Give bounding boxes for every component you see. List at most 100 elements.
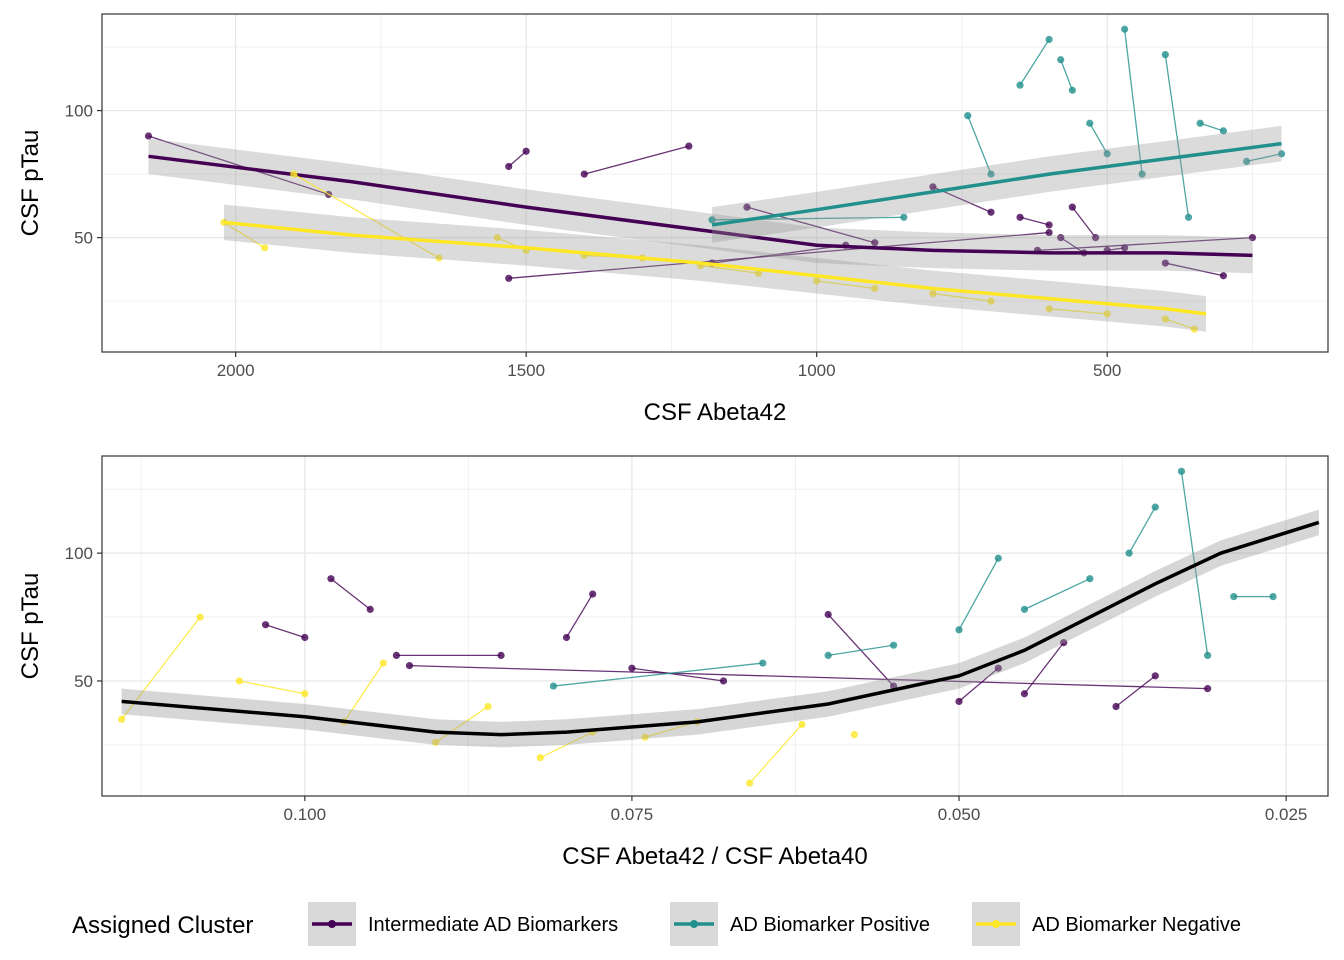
trajectory-line	[409, 664, 1208, 690]
data-point	[589, 590, 597, 598]
data-point	[798, 720, 806, 729]
data-point	[987, 170, 995, 178]
legend-item-3: AD Biomarker Negative	[972, 902, 1241, 946]
trajectory-line	[749, 723, 803, 784]
bottom-panel: 0.100 0.075 0.050 0.025 50 100 CSF Abeta42 / C…	[17, 455, 1329, 870]
data-point	[1204, 651, 1212, 659]
data-point	[1020, 605, 1029, 613]
data-point	[261, 621, 270, 629]
trend-line	[223, 220, 1207, 316]
overall-trend	[121, 509, 1320, 748]
data-point	[1177, 467, 1186, 475]
data-point	[1045, 305, 1053, 313]
data-point	[379, 659, 387, 667]
trajectory-line	[967, 115, 992, 175]
trajectory-line	[1089, 122, 1108, 155]
y-tick-label: 100	[65, 544, 93, 563]
data-point	[1125, 549, 1133, 557]
trajectory-line	[816, 280, 875, 290]
data-point	[1045, 35, 1053, 44]
series-ad-biomarker-positive	[549, 467, 1277, 690]
data-point	[743, 203, 751, 211]
data-point	[1204, 685, 1212, 693]
data-point	[1219, 272, 1228, 280]
trajectory-line	[265, 624, 306, 639]
trajectory-line	[148, 135, 329, 196]
data-point	[493, 234, 501, 242]
trajectory-line	[712, 244, 846, 264]
data-point	[366, 605, 374, 613]
data-point	[685, 142, 693, 150]
trajectory-line	[1115, 675, 1156, 708]
data-point	[1121, 244, 1129, 252]
trajectory-line	[330, 578, 371, 610]
trajectory-line	[508, 231, 1050, 279]
data-point	[1057, 234, 1065, 242]
trajectory-line	[1246, 153, 1282, 163]
data-point	[1068, 86, 1076, 94]
data-point	[484, 702, 492, 711]
trajectory-line	[1071, 206, 1097, 239]
data-point	[144, 132, 153, 140]
trajectory-line	[1165, 318, 1195, 330]
y-tick-label: 100	[65, 102, 93, 121]
trajectory-line	[1023, 642, 1065, 695]
x-axis-title: CSF Abeta42	[644, 399, 787, 426]
data-point	[522, 147, 530, 155]
legend-title: Assigned Cluster	[72, 912, 253, 939]
data-point	[196, 613, 204, 621]
trajectory-line	[1128, 506, 1156, 554]
data-point	[1151, 672, 1159, 680]
data-point	[1103, 150, 1111, 158]
x-tick-label: 0.050	[938, 805, 981, 824]
x-tick-label: 0.075	[611, 805, 654, 824]
data-point	[301, 690, 309, 698]
trajectory-line	[746, 206, 875, 244]
data-point	[1184, 213, 1193, 221]
data-point	[1112, 702, 1120, 711]
data-point	[327, 575, 335, 583]
legend: Assigned Cluster Intermediate AD Biomark…	[72, 902, 1241, 946]
data-point	[1190, 325, 1198, 333]
trajectory-line	[293, 173, 440, 259]
data-point	[536, 754, 544, 762]
data-point	[1016, 213, 1024, 221]
confidence-band	[224, 204, 1206, 332]
data-point	[746, 779, 754, 787]
trajectory-line	[565, 593, 594, 638]
y-tick-label: 50	[74, 672, 93, 691]
trajectory-line	[958, 667, 999, 702]
y-tick-label: 50	[74, 229, 93, 248]
data-point	[850, 731, 858, 739]
trajectory-line	[1165, 262, 1224, 277]
data-point	[1016, 81, 1024, 89]
top-panel: 2000 1500 1000 500 50 100 CSF Abeta42 CSF pTau	[17, 13, 1329, 426]
data-point	[929, 289, 937, 298]
data-point	[118, 715, 126, 723]
trajectory-line	[1199, 122, 1224, 132]
trajectory-line	[1180, 471, 1209, 656]
legend-label: AD Biomarker Negative	[1032, 914, 1241, 936]
data-point	[1068, 203, 1076, 211]
data-point	[1151, 503, 1159, 511]
data-point	[628, 664, 636, 672]
data-point	[1219, 127, 1228, 135]
trajectory-line	[1123, 29, 1143, 175]
plot-area	[102, 14, 1328, 352]
x-tick-label: 500	[1093, 361, 1121, 380]
x-tick-label: 0.025	[1265, 805, 1308, 824]
data-point	[1121, 25, 1129, 33]
panel-border	[101, 13, 1329, 353]
legend-label: Intermediate AD Biomarkers	[368, 914, 618, 936]
trajectory-line	[343, 662, 384, 723]
data-point	[1045, 228, 1053, 237]
data-point	[1138, 170, 1146, 178]
trajectory-line	[1019, 39, 1050, 86]
confidence-band	[712, 125, 1282, 243]
data-point	[392, 651, 400, 659]
trajectory-line	[540, 731, 593, 759]
data-point	[497, 651, 505, 659]
series-ad-biomarker-negative	[118, 613, 858, 787]
data-point	[719, 677, 728, 685]
